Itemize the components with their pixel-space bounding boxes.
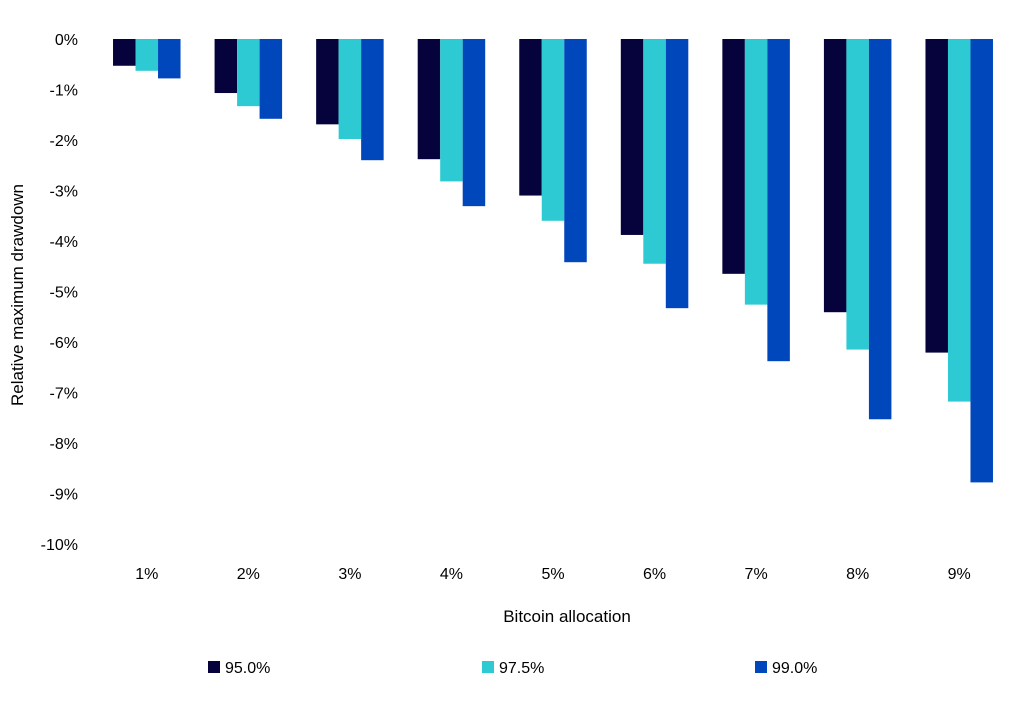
y-tick-label: -9% bbox=[50, 487, 78, 504]
legend-swatch bbox=[755, 661, 767, 673]
legend: 95.0% 97.5% 99.0% bbox=[208, 660, 817, 677]
y-tick-label: -1% bbox=[50, 83, 78, 100]
y-tick-label: -4% bbox=[50, 234, 78, 251]
bar bbox=[541, 39, 565, 221]
bar bbox=[462, 39, 486, 207]
x-tick-label: 6% bbox=[643, 566, 666, 583]
bar bbox=[620, 39, 644, 235]
bar bbox=[722, 39, 745, 274]
legend-label: 95.0% bbox=[225, 660, 270, 677]
bar bbox=[135, 39, 159, 71]
bar bbox=[440, 39, 463, 182]
legend-label: 99.0% bbox=[772, 660, 817, 677]
bar bbox=[158, 39, 181, 79]
x-axis-title: Bitcoin allocation bbox=[503, 607, 631, 626]
bar bbox=[259, 39, 283, 119]
legend-swatch bbox=[482, 661, 494, 673]
bar bbox=[823, 39, 847, 313]
bar bbox=[846, 39, 869, 350]
bar bbox=[744, 39, 768, 305]
bars bbox=[113, 39, 993, 483]
bar bbox=[417, 39, 441, 160]
bar bbox=[338, 39, 362, 139]
y-tick-label: -5% bbox=[50, 285, 78, 302]
bar bbox=[767, 39, 790, 362]
y-tick-label: -3% bbox=[50, 184, 78, 201]
bar bbox=[214, 39, 238, 94]
bar bbox=[925, 39, 948, 353]
bar bbox=[564, 39, 587, 263]
y-axis-title: Relative maximum drawdown bbox=[8, 184, 27, 406]
bar bbox=[868, 39, 892, 420]
x-tick-label: 5% bbox=[541, 566, 564, 583]
legend-swatch bbox=[208, 661, 220, 673]
x-tick-label: 4% bbox=[440, 566, 463, 583]
legend-label: 97.5% bbox=[499, 660, 544, 677]
bar bbox=[947, 39, 971, 402]
x-tick-label: 2% bbox=[237, 566, 260, 583]
x-tick-label: 7% bbox=[745, 566, 768, 583]
y-tick-label: -10% bbox=[41, 537, 78, 554]
x-tick-label: 3% bbox=[338, 566, 361, 583]
x-axis-ticks: 1% 2% 3% 4% 5% 6% 7% 8% 9% bbox=[135, 566, 971, 583]
bar bbox=[643, 39, 666, 264]
x-tick-label: 9% bbox=[948, 566, 971, 583]
y-tick-label: -7% bbox=[50, 386, 78, 403]
y-axis-ticks: 0% -1% -2% -3% -4% -5% -6% -7% -8% -9% -10% bbox=[41, 32, 78, 554]
y-tick-label: -8% bbox=[50, 436, 78, 453]
bar bbox=[665, 39, 689, 309]
bar bbox=[519, 39, 542, 196]
bar bbox=[113, 39, 136, 66]
y-tick-label: -6% bbox=[50, 335, 78, 352]
x-tick-label: 1% bbox=[135, 566, 158, 583]
y-tick-label: 0% bbox=[55, 32, 78, 49]
x-tick-label: 8% bbox=[846, 566, 869, 583]
y-tick-label: -2% bbox=[50, 133, 78, 150]
bar bbox=[970, 39, 993, 483]
bar bbox=[316, 39, 339, 125]
bar bbox=[361, 39, 384, 161]
bar bbox=[237, 39, 260, 107]
